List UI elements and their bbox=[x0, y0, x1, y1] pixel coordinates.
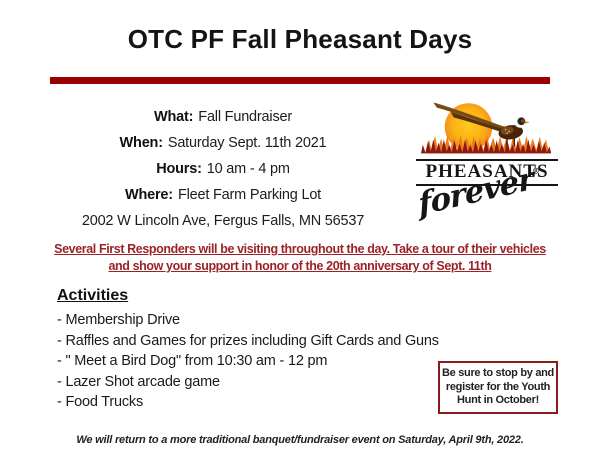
info-where-label: Where: bbox=[124, 187, 173, 203]
pheasant-tail bbox=[433, 102, 509, 133]
info-hours-label: Hours: bbox=[156, 161, 202, 177]
info-where: Where: Fleet Farm Parking Lot bbox=[30, 182, 416, 208]
info-when: When: Saturday Sept. 11th 2021 bbox=[30, 130, 416, 156]
info-where-value: Fleet Farm Parking Lot bbox=[177, 187, 322, 203]
info-what: What: Fall Fundraiser bbox=[30, 104, 416, 130]
youth-box-line-3: Hunt in October! bbox=[457, 394, 539, 406]
title-divider bbox=[50, 77, 550, 84]
footer-note: We will return to a more traditional ban… bbox=[76, 434, 524, 446]
info-when-label: When: bbox=[119, 135, 163, 151]
info-when-value: Saturday Sept. 11th 2021 bbox=[167, 135, 327, 151]
activity-lazer-shot: - Lazer Shot arcade game bbox=[57, 373, 220, 390]
youth-box-line-1: Be sure to stop by and bbox=[442, 367, 554, 379]
info-what-value: Fall Fundraiser bbox=[198, 109, 292, 125]
activity-food-trucks: - Food Trucks bbox=[57, 394, 144, 410]
pheasant-wing bbox=[500, 126, 514, 135]
youth-box-line-2: register for the Youth bbox=[445, 380, 551, 393]
activities-section: Activities - Membership Drive - Raffles … bbox=[57, 287, 600, 413]
pheasant-illustration bbox=[421, 102, 552, 154]
pheasant-beak bbox=[525, 120, 530, 124]
registered-mark: ® bbox=[531, 164, 541, 177]
notice-line-2: and show your support in honor of the 20… bbox=[108, 258, 492, 273]
info-what-label: What: bbox=[154, 109, 194, 125]
info-address-value: 2002 W Lincoln Ave, Fergus Falls, MN 565… bbox=[81, 213, 365, 229]
pheasant-tail-2 bbox=[450, 112, 510, 135]
info-hours: Hours: 10 am - 4 pm bbox=[30, 156, 416, 182]
info-hours-value: 10 am - 4 pm bbox=[206, 161, 290, 177]
pheasants-forever-logo: PHEASANTS forever® bbox=[416, 92, 558, 234]
youth-hunt-callout-box: Be sure to stop by and register for the … bbox=[438, 361, 558, 414]
first-responders-notice: Several First Responders will be visitin… bbox=[12, 240, 588, 274]
event-info: What: Fall Fundraiser When: Saturday Sept.… bbox=[30, 92, 416, 234]
activity-membership-drive: - Membership Drive bbox=[57, 312, 180, 328]
pheasant-neck-ring bbox=[515, 124, 526, 128]
activities-heading: Activities bbox=[57, 287, 129, 304]
grass-front bbox=[421, 139, 552, 154]
logo-wordmark: PHEASANTS bbox=[416, 159, 558, 186]
info-address: 2002 W Lincoln Ave, Fergus Falls, MN 565… bbox=[30, 208, 416, 234]
activity-meet-bird-dog: - " Meet a Bird Dog" from 10:30 am - 12 … bbox=[57, 353, 328, 369]
notice-line-1: Several First Responders will be visitin… bbox=[54, 241, 546, 256]
event-details-row: What: Fall Fundraiser When: Saturday Sept.… bbox=[0, 92, 600, 234]
activity-raffles-games: - Raffles and Games for prizes including… bbox=[57, 332, 439, 349]
page-title: OTC PF Fall Pheasant Days bbox=[127, 24, 473, 54]
